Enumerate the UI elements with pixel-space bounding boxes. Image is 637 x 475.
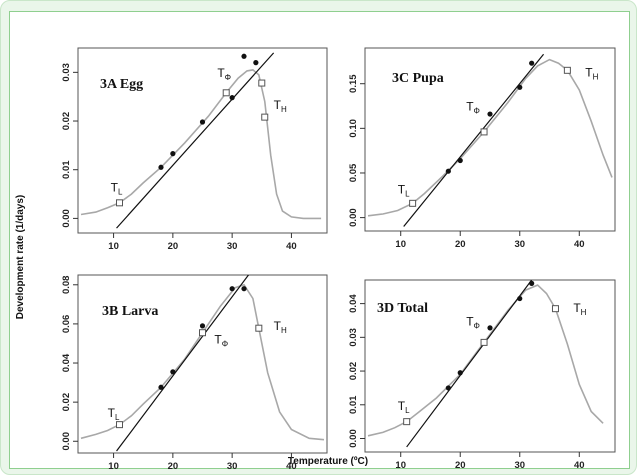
panel-total-data (367, 280, 604, 448)
panel-egg-observed-point (229, 95, 235, 101)
panel-pupa-y-tick-label: 0.10 (348, 119, 359, 138)
panel-larva-y-tick-label: 0.00 (61, 432, 72, 451)
panel-larva-linear-fit (116, 275, 250, 452)
panel-egg-x-tick-label: 10 (108, 241, 119, 252)
panel-egg-observed-point (170, 151, 176, 157)
panel-pupa-x-tick-label: 20 (455, 239, 466, 250)
panel-total-title: 3D Total (377, 301, 428, 316)
panel-egg-y-tick-label: 0.00 (61, 209, 72, 228)
panel-total-observed-point (457, 370, 463, 376)
panel-egg-model-point (258, 79, 266, 87)
panel-egg-observed-point (241, 53, 247, 59)
panel-larva-x-tick-label: 30 (227, 461, 238, 470)
panel-pupa-observed-point (457, 157, 463, 164)
panel-egg-y-tick-label: 0.01 (61, 160, 72, 179)
panel-larva-y-tick-label: 0.04 (61, 353, 72, 372)
panel-pupa-model-point (480, 128, 488, 136)
panel-pupa-observed-point (487, 111, 493, 117)
panel-total-observed-point (529, 280, 535, 286)
y-axis-label: Development rate (1/days) (15, 195, 26, 320)
panel-total-x-tick-label: 40 (574, 460, 585, 470)
development-rate-chart: Development rate (1/days) Temperature (º… (15, 47, 616, 470)
panel-pupa-linear-fit (403, 53, 545, 227)
panel-total-model-point (480, 338, 488, 346)
panel-egg-model-point (261, 113, 269, 121)
panel-egg-observed-point (158, 164, 164, 170)
panel-total-observed-point (517, 295, 523, 302)
panel-larva-model-point (199, 329, 206, 337)
panel-larva-observed-point (170, 369, 176, 375)
panel-total-x-tick-label: 20 (455, 460, 466, 470)
panel-larva-x-tick-label: 20 (168, 461, 179, 470)
panel-larva-x-tick-label: 40 (286, 461, 297, 470)
panel-larva-observed-point (241, 286, 247, 292)
panel-total-model-point (403, 418, 411, 426)
panel-larva-model-point (116, 421, 123, 429)
panel-egg-model-curve (80, 69, 322, 220)
panel-larva-observed-point (229, 286, 235, 292)
panel-larva-model-point (255, 324, 263, 332)
panel-pupa-x-tick-label: 40 (574, 239, 585, 250)
panel-egg-model-point (222, 89, 230, 97)
panel-total-model-curve (367, 284, 604, 437)
panel-pupa-data (367, 53, 613, 227)
panel-total-y-tick-label: 0.02 (348, 362, 359, 381)
panel-egg-observed-point (253, 60, 259, 66)
panel-total-linear-fit (406, 280, 533, 448)
panel-larva-y-tick-label: 0.02 (61, 393, 72, 412)
panel-pupa-plot-area (364, 47, 616, 232)
panel-total-model-point (551, 305, 559, 313)
panel-total-y-tick-label: 0.04 (348, 294, 359, 313)
panel-larva-y-tick-label: 0.06 (61, 315, 72, 334)
panel-larva-x-tick-label: 10 (108, 461, 119, 470)
panel-egg-x-tick-label: 40 (286, 241, 297, 252)
panel-larva-title: 3B Larva (102, 304, 158, 319)
panel-egg-x-tick-label: 30 (227, 241, 238, 252)
panel-pupa-y-tick-label: 0.00 (348, 208, 359, 227)
panel-pupa-model-point (409, 199, 417, 207)
panel-egg-title: 3A Egg (100, 77, 143, 92)
panel-total-observed-point (445, 385, 451, 391)
panel-pupa-x-tick-label: 30 (514, 239, 525, 250)
panel-total: 10 20 30 400.000.010.020.030.04 3D TotalTLTΦ… (348, 279, 616, 470)
panel-egg-linear-fit (116, 52, 275, 229)
figure-panel: Development rate (1/days) Temperature (º… (9, 11, 630, 470)
panel-total-y-tick-label: 0.01 (348, 395, 359, 414)
panel-egg-observed-point (199, 119, 206, 125)
panel-egg-y-tick-label: 0.03 (61, 63, 72, 81)
panel-pupa-model-point (563, 66, 571, 74)
panel-egg-model-point (116, 199, 123, 207)
panel-larva-y-tick-label: 0.08 (61, 276, 72, 295)
panel-larva-observed-point (158, 384, 164, 390)
panel-pupa-y-tick-label: 0.15 (348, 74, 359, 93)
panel-larva-data (80, 275, 325, 452)
panel-total-x-tick-label: 10 (395, 460, 406, 470)
panel-pupa-observed-point (445, 168, 451, 174)
x-axis-label: Temperature (ºC) (288, 456, 368, 467)
panel-pupa-y-tick-label: 0.05 (348, 163, 359, 182)
panel-egg-x-tick-label: 20 (168, 241, 179, 252)
panel-pupa-observed-point (517, 84, 523, 90)
panel-total-observed-point (487, 325, 493, 331)
panel-pupa-title: 3C Pupa (392, 71, 444, 86)
panel-pupa-observed-point (529, 60, 535, 66)
panel-egg-data (80, 52, 322, 229)
panel-larva-observed-point (199, 323, 206, 329)
panel-egg-y-tick-label: 0.02 (61, 112, 72, 130)
panel-total-y-tick-label: 0.03 (348, 328, 359, 347)
panel-total-y-tick-label: 0.00 (348, 429, 359, 448)
panel-total-x-tick-label: 30 (514, 460, 525, 470)
panel-pupa-x-tick-label: 10 (395, 239, 406, 250)
